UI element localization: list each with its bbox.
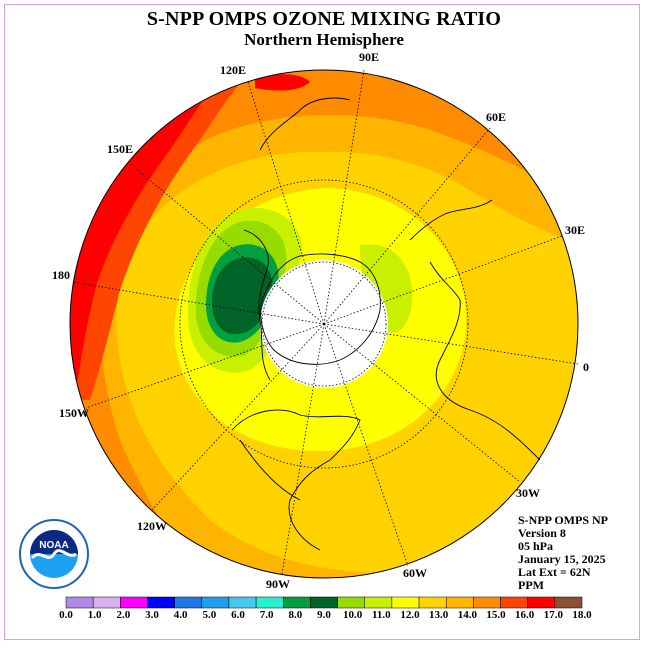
disk-outline <box>69 69 579 579</box>
info-level: 05 hPa <box>518 539 554 553</box>
map-subtitle: Northern Hemisphere <box>244 30 404 49</box>
info-block: S-NPP OMPS NP Version 8 05 hPa January 1… <box>518 514 608 592</box>
logo-text: NOAA <box>39 540 68 551</box>
lon-label-150e: 150E <box>107 142 134 156</box>
lon-label-150w: 150W <box>59 406 89 420</box>
lon-label-60e: 60E <box>486 110 507 124</box>
lon-label-60w: 60W <box>403 566 427 580</box>
field-red-patch <box>255 74 310 91</box>
info-version: Version 8 <box>518 526 566 540</box>
field-8-9 <box>212 257 273 335</box>
info-date: January 15, 2025 <box>518 552 606 566</box>
lon-label-90w: 90W <box>266 577 290 591</box>
plot-frame <box>4 4 640 640</box>
noaa-logo-icon: NOAA <box>19 519 89 589</box>
lon-label-120e: 120E <box>220 63 247 77</box>
lon-label-120w: 120W <box>137 519 167 533</box>
lon-label-30w: 30W <box>516 486 540 500</box>
lon-label-30e: 30E <box>565 223 586 237</box>
info-instrument: S-NPP OMPS NP <box>518 513 608 527</box>
meridians <box>71 69 579 575</box>
info-units: PPM <box>518 578 544 592</box>
lon-label-0: 0 <box>583 360 589 374</box>
info-lat-ext: Lat Ext = 62N <box>518 565 591 579</box>
map-title: S-NPP OMPS OZONE MIXING RATIO <box>146 8 502 30</box>
lon-label-90e: 90E <box>359 50 380 64</box>
field-11-12-east <box>360 244 413 333</box>
parallels <box>179 179 469 469</box>
coastlines <box>231 97 541 551</box>
lon-label-180: 180 <box>52 268 70 282</box>
